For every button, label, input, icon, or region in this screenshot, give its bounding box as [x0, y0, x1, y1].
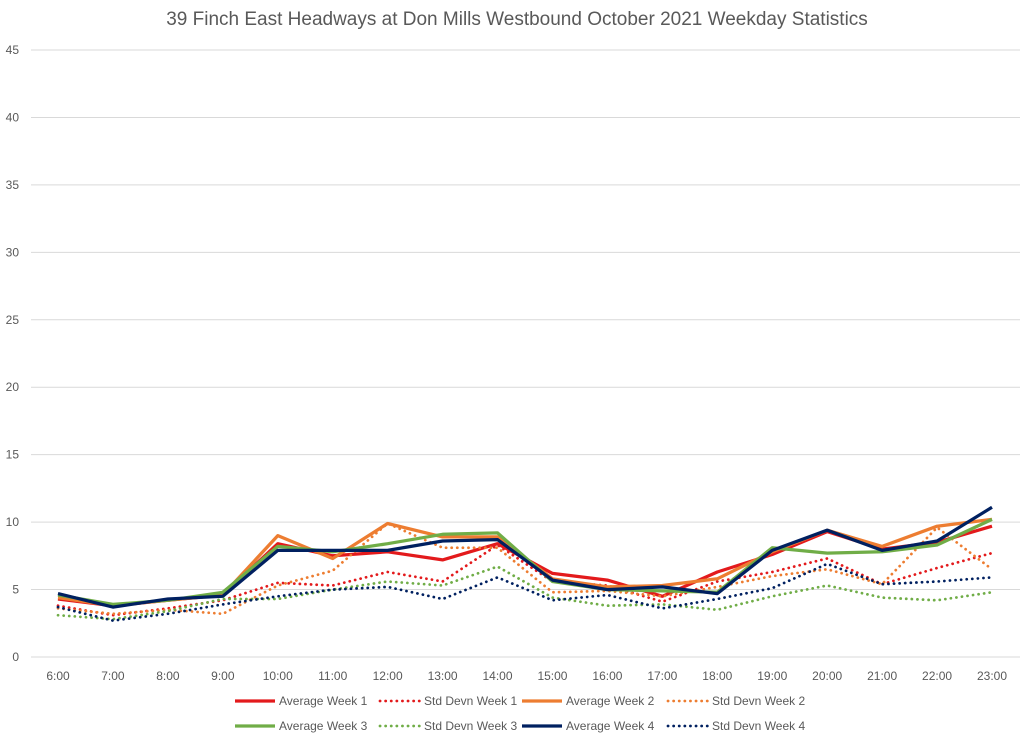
- legend-label: Average Week 4: [566, 719, 655, 733]
- series-line: [57, 505, 993, 609]
- y-tick-label: 15: [6, 448, 20, 462]
- legend: Average Week 1 Std Devn Week 1 Average Wee…: [235, 694, 805, 733]
- series-4: [56, 522, 994, 616]
- chart-title: 39 Finch East Headways at Don Mills West…: [166, 9, 868, 30]
- legend-item: Std Devn Week 3: [378, 719, 517, 733]
- series-8: [56, 562, 994, 622]
- x-tick-label: 21:00: [867, 669, 897, 683]
- x-tick-label: 14:00: [483, 669, 513, 683]
- x-tick-label: 23:00: [977, 669, 1007, 683]
- x-tick-label: 7:00: [101, 669, 125, 683]
- y-tick-label: 35: [6, 178, 20, 192]
- y-tick-label: 0: [12, 650, 19, 664]
- x-tick-label: 18:00: [702, 669, 732, 683]
- x-tick-label: 12:00: [373, 669, 403, 683]
- legend-label: Average Week 3: [279, 719, 368, 733]
- x-tick-label: 15:00: [537, 669, 567, 683]
- x-tick-label: 19:00: [757, 669, 787, 683]
- legend-item: Std Devn Week 2: [666, 694, 805, 708]
- y-tick-label: 30: [6, 245, 20, 259]
- series-line: [56, 522, 994, 616]
- gridlines: [31, 49, 1020, 658]
- x-tick-label: 9:00: [211, 669, 235, 683]
- legend-label: Std Devn Week 1: [424, 694, 517, 708]
- x-tick-label: 20:00: [812, 669, 842, 683]
- series-3: [57, 517, 993, 608]
- legend-item: Average Week 1: [235, 694, 368, 708]
- series-5: [57, 517, 993, 607]
- legend-item: Std Devn Week 1: [378, 694, 517, 708]
- x-tick-label: 6:00: [46, 669, 70, 683]
- x-tick-label: 10:00: [263, 669, 293, 683]
- legend-label: Std Devn Week 3: [424, 719, 517, 733]
- series-line: [57, 517, 993, 608]
- series-6: [56, 565, 994, 621]
- legend-label: Average Week 2: [566, 694, 655, 708]
- series-line: [56, 562, 994, 622]
- x-tick-label: 11:00: [318, 669, 347, 683]
- x-tick-label: 8:00: [156, 669, 180, 683]
- series-line: [56, 565, 994, 621]
- legend-item: Average Week 2: [522, 694, 655, 708]
- y-tick-label: 5: [12, 583, 19, 597]
- series-7: [57, 505, 993, 609]
- legend-label: Std Devn Week 2: [712, 694, 805, 708]
- legend-item: Average Week 4: [522, 719, 655, 733]
- legend-item: Average Week 3: [235, 719, 368, 733]
- y-tick-label: 20: [6, 380, 20, 394]
- x-tick-label: 22:00: [922, 669, 952, 683]
- legend-label: Average Week 1: [279, 694, 368, 708]
- y-tick-label: 40: [6, 110, 20, 124]
- y-tick-label: 10: [6, 515, 20, 529]
- y-tick-label: 25: [6, 313, 20, 327]
- x-tick-label: 17:00: [647, 669, 677, 683]
- y-axis-ticks: 0 5 10 15 20 25 30 35 40 45: [6, 43, 20, 664]
- x-tick-label: 13:00: [428, 669, 458, 683]
- series-lines: [56, 505, 994, 622]
- y-tick-label: 45: [6, 43, 20, 57]
- series-line: [57, 517, 993, 607]
- legend-label: Std Devn Week 4: [712, 719, 805, 733]
- legend-item: Std Devn Week 4: [666, 719, 805, 733]
- x-axis-ticks: 6:00 7:00 8:00 9:00 10:00 11:00 12:00 13:00 14:0…: [46, 669, 1007, 683]
- x-tick-label: 16:00: [592, 669, 622, 683]
